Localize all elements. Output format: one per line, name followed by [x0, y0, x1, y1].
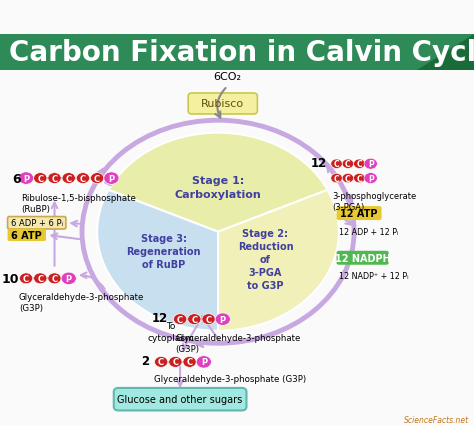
FancyBboxPatch shape [337, 207, 382, 221]
FancyBboxPatch shape [8, 229, 46, 242]
Polygon shape [417, 35, 474, 71]
Text: 6 ADP + 6 Pᵢ: 6 ADP + 6 Pᵢ [11, 219, 63, 228]
Text: 12: 12 [311, 156, 327, 169]
Text: ScienceFacts.net: ScienceFacts.net [404, 415, 469, 424]
Text: C: C [356, 160, 362, 169]
Text: 2: 2 [141, 354, 149, 367]
Circle shape [62, 173, 75, 184]
Text: P: P [109, 174, 114, 183]
FancyBboxPatch shape [188, 94, 257, 115]
Text: Stage 1:
Carboxylation: Stage 1: Carboxylation [174, 176, 262, 199]
Circle shape [196, 356, 211, 368]
Circle shape [48, 173, 61, 184]
Circle shape [202, 314, 215, 325]
Text: Glyceraldehyde-3-phosphate
(G3P): Glyceraldehyde-3-phosphate (G3P) [19, 292, 145, 312]
Text: C: C [94, 174, 100, 183]
Circle shape [48, 273, 61, 284]
Circle shape [183, 357, 196, 368]
Circle shape [354, 160, 365, 169]
Circle shape [188, 314, 201, 325]
Text: 12 NADPH: 12 NADPH [335, 253, 391, 263]
Text: C: C [191, 315, 197, 324]
Text: Glyceraldehyde-3-phosphate (G3P): Glyceraldehyde-3-phosphate (G3P) [154, 374, 306, 383]
Wedge shape [109, 133, 328, 232]
Text: 12 NADP⁺ + 12 Pᵢ: 12 NADP⁺ + 12 Pᵢ [339, 272, 409, 281]
FancyBboxPatch shape [8, 217, 66, 230]
Text: C: C [23, 274, 29, 283]
Circle shape [169, 357, 182, 368]
Text: Glucose and other sugars: Glucose and other sugars [118, 394, 243, 404]
Text: C: C [334, 160, 339, 169]
Text: P: P [23, 174, 29, 183]
Circle shape [18, 173, 34, 185]
Circle shape [342, 174, 354, 183]
Text: P: P [220, 315, 226, 324]
Circle shape [61, 273, 76, 285]
Text: P: P [201, 357, 207, 366]
Text: C: C [334, 174, 339, 183]
Text: Stage 3:
Regeneration
of RuBP: Stage 3: Regeneration of RuBP [126, 233, 201, 270]
Text: Glyceraldehyde-3-phosphate
(G3P): Glyceraldehyde-3-phosphate (G3P) [175, 333, 301, 353]
Text: C: C [158, 357, 164, 366]
Circle shape [19, 273, 33, 284]
Circle shape [342, 160, 354, 169]
Circle shape [354, 174, 365, 183]
Circle shape [215, 313, 230, 325]
Text: C: C [206, 315, 211, 324]
Text: C: C [187, 357, 192, 366]
Polygon shape [0, 35, 474, 71]
Circle shape [104, 173, 119, 185]
Circle shape [34, 273, 47, 284]
Text: C: C [80, 174, 86, 183]
Text: 12 ATP: 12 ATP [340, 209, 378, 219]
Text: 12: 12 [152, 311, 168, 324]
Text: Ribulose-1,5-bisphosphate
(RuBP): Ribulose-1,5-bisphosphate (RuBP) [21, 193, 136, 213]
Text: C: C [37, 274, 43, 283]
Text: Rubisco: Rubisco [201, 99, 244, 109]
Text: C: C [356, 174, 362, 183]
Text: C: C [52, 274, 57, 283]
Text: C: C [66, 174, 72, 183]
Text: C: C [345, 160, 351, 169]
Text: C: C [177, 315, 183, 324]
Circle shape [331, 174, 342, 183]
Text: 6CO₂: 6CO₂ [213, 72, 242, 82]
Text: 6: 6 [13, 172, 21, 185]
Text: P: P [368, 160, 374, 169]
Circle shape [364, 173, 377, 184]
Text: To
cytoplasm: To cytoplasm [147, 321, 194, 342]
Text: P: P [368, 174, 374, 183]
Text: C: C [52, 174, 57, 183]
Text: C: C [173, 357, 178, 366]
FancyBboxPatch shape [114, 388, 246, 411]
Text: C: C [37, 174, 43, 183]
Text: P: P [66, 274, 72, 283]
Text: Carbon Fixation in Calvin Cycle: Carbon Fixation in Calvin Cycle [9, 39, 474, 67]
Wedge shape [218, 190, 339, 331]
Circle shape [34, 173, 47, 184]
Circle shape [364, 159, 377, 170]
Text: 6 ATP: 6 ATP [11, 230, 42, 240]
Wedge shape [97, 190, 218, 331]
Text: 3-phosphoglycerate
(3-PGA): 3-phosphoglycerate (3-PGA) [332, 191, 416, 211]
Circle shape [173, 314, 187, 325]
Circle shape [91, 173, 104, 184]
Circle shape [76, 173, 90, 184]
Text: 12 ADP + 12 Pᵢ: 12 ADP + 12 Pᵢ [339, 227, 399, 236]
Text: Stage 2:
Reduction
of
3-PGA
to G3P: Stage 2: Reduction of 3-PGA to G3P [237, 228, 293, 291]
Text: 10: 10 [1, 272, 19, 285]
Circle shape [155, 357, 168, 368]
Circle shape [331, 160, 342, 169]
FancyBboxPatch shape [337, 251, 389, 265]
Text: C: C [345, 174, 351, 183]
